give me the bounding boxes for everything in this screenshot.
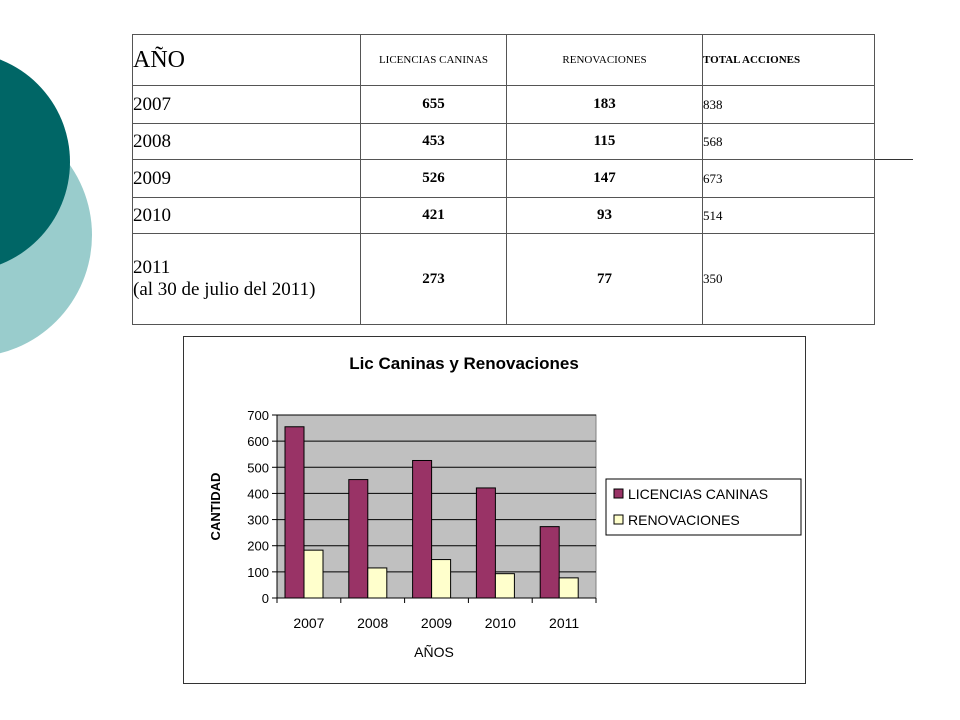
bar-licencias <box>284 426 305 599</box>
legend-box <box>605 478 802 536</box>
cell-year-value: 2011 <box>133 257 171 278</box>
bar-renovaciones <box>303 549 324 599</box>
legend-label: LICENCIAS CANINAS <box>628 486 768 502</box>
cell-licencias: 421 <box>360 197 507 234</box>
cell-total: 514 <box>702 197 875 234</box>
bar-renovaciones <box>431 559 452 599</box>
bar-licencias <box>475 487 496 599</box>
cell-year: 2009 <box>132 159 361 198</box>
y-tick-label: 0 <box>262 591 269 606</box>
legend-swatch <box>613 488 624 499</box>
y-tick-label: 400 <box>247 486 269 501</box>
header-licencias: LICENCIAS CANINAS <box>360 34 507 86</box>
cell-renovaciones: 77 <box>506 233 703 325</box>
bar-renovaciones <box>558 577 579 599</box>
cell-licencias: 526 <box>360 159 507 198</box>
x-tick-label: 2007 <box>293 615 324 631</box>
y-tick-label: 300 <box>247 513 269 528</box>
x-tick-label: 2008 <box>357 615 388 631</box>
y-tick-label: 100 <box>247 565 269 580</box>
cell-renovaciones: 93 <box>506 197 703 234</box>
cell-total: 673 <box>702 159 875 198</box>
x-tick-label: 2010 <box>485 615 516 631</box>
y-axis-label: CANTIDAD <box>208 473 223 541</box>
chart-title: Lic Caninas y Renovaciones <box>349 354 579 373</box>
y-tick-label: 200 <box>247 539 269 554</box>
table-row: 2007 655 183 838 <box>132 85 875 124</box>
cell-year-note: (al 30 de julio del 2011) <box>133 279 316 300</box>
cell-licencias: 453 <box>360 123 507 160</box>
bar-licencias <box>348 479 369 599</box>
table-row: 2009 526 147 673 <box>132 159 875 198</box>
cell-licencias: 655 <box>360 85 507 124</box>
header-total: TOTAL ACCIONES <box>702 34 875 86</box>
bar-licencias <box>539 526 560 599</box>
cell-year: 2007 <box>132 85 361 124</box>
x-tick-label: 2009 <box>421 615 452 631</box>
legend-label: RENOVACIONES <box>628 512 740 528</box>
table-row: 2011 (al 30 de julio del 2011) 273 77 350 <box>132 233 875 325</box>
bar-chart: Lic Caninas y Renovaciones CANTIDAD AÑOS… <box>208 354 802 660</box>
cell-year: 2011 (al 30 de julio del 2011) <box>132 233 361 325</box>
x-axis-label: AÑOS <box>414 644 454 660</box>
bar-renovaciones <box>367 567 388 599</box>
decor-circle-dark <box>0 59 70 265</box>
table-row: 2010 421 93 514 <box>132 197 875 234</box>
table-header-row: AÑO LICENCIAS CANINAS RENOVACIONES TOTAL… <box>132 34 875 86</box>
bar-licencias <box>412 459 433 599</box>
x-tick-label: 2011 <box>549 615 579 631</box>
cell-renovaciones: 183 <box>506 85 703 124</box>
table-row: 2008 453 115 568 <box>132 123 875 160</box>
cell-total: 568 <box>702 123 875 160</box>
data-table: AÑO LICENCIAS CANINAS RENOVACIONES TOTAL… <box>132 34 875 325</box>
cell-renovaciones: 115 <box>506 123 703 160</box>
header-renovaciones: RENOVACIONES <box>506 34 703 86</box>
y-tick-label: 700 <box>247 408 269 423</box>
y-tick-label: 500 <box>247 460 269 475</box>
header-year: AÑO <box>132 34 361 86</box>
legend-swatch <box>613 514 624 525</box>
cell-renovaciones: 147 <box>506 159 703 198</box>
cell-total: 350 <box>702 233 875 325</box>
cell-year: 2010 <box>132 197 361 234</box>
y-tick-label: 600 <box>247 434 269 449</box>
cell-total: 838 <box>702 85 875 124</box>
cell-licencias: 273 <box>360 233 507 325</box>
cell-year: 2008 <box>132 123 361 160</box>
bar-renovaciones <box>494 573 515 599</box>
chart-container: Lic Caninas y Renovaciones CANTIDAD AÑOS… <box>183 336 806 684</box>
